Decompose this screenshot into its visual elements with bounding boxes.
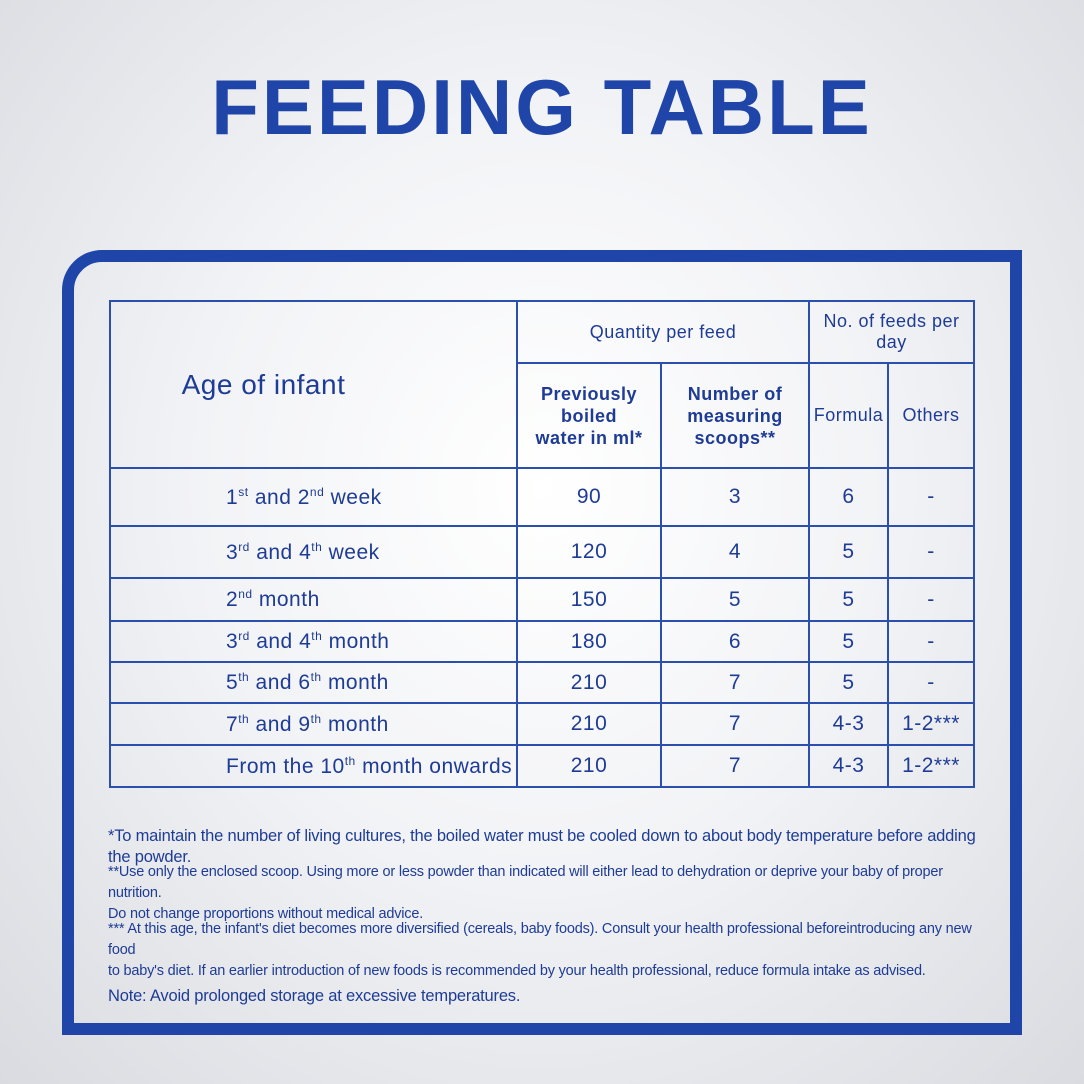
age-text: rd [238, 629, 250, 643]
note-line: *** At this age, the infant's diet becom… [108, 921, 972, 958]
scoops-cell: 7 [660, 702, 810, 746]
header-line: Number of [687, 383, 783, 404]
age-text: th [238, 670, 250, 684]
age-text: 7 [226, 712, 239, 736]
scoops-cell: 6 [660, 620, 810, 663]
age-text: nd [309, 484, 325, 499]
header-quantity: Quantity per feed [516, 300, 810, 364]
age-text: nd [238, 587, 253, 601]
age-text: 1 [226, 485, 239, 509]
water-cell: 210 [516, 702, 662, 746]
others-cell: 1-2*** [886, 744, 976, 788]
formula-cell: 5 [808, 577, 889, 622]
age-text: and 9 [249, 712, 311, 736]
header-line: Previously boiled [540, 383, 638, 426]
age-text: st [238, 484, 249, 499]
age-text: th [311, 539, 323, 554]
water-cell: 150 [516, 577, 662, 622]
header-line: water in ml* [535, 427, 643, 448]
header-scoops: Number of measuring scoops** [660, 362, 810, 469]
age-text: and 6 [249, 671, 311, 694]
water-cell: 90 [516, 467, 662, 527]
table-row: 2nd month 150 5 5- [109, 577, 976, 622]
others-cell: - [886, 525, 976, 579]
feeding-table: Age of infant Quantity per feed No. of f… [109, 300, 976, 788]
frame [62, 250, 1022, 1035]
age-cell: 5th and 6th month [109, 661, 518, 704]
others-cell: - [886, 661, 976, 704]
age-text: From the 10 [226, 754, 345, 778]
formula-cell: 5 [808, 620, 889, 663]
water-cell: 120 [516, 525, 662, 579]
note: **Use only the enclosed scoop. Using mor… [108, 862, 988, 925]
age-text: th [344, 753, 356, 768]
scoops-cell: 7 [660, 661, 810, 704]
age-text: month [321, 712, 389, 736]
age-cell: 2nd month [109, 577, 518, 622]
header-feeds: No. of feeds per day [807, 300, 976, 364]
water-cell: 210 [516, 744, 662, 788]
age-text: th [310, 711, 322, 726]
table-row: 7th and 9th month 210 7 4-3 1-2*** [109, 702, 976, 746]
age-text: 5 [226, 671, 239, 694]
table-row: 3rd and 4th month 180 6 5- [109, 620, 976, 663]
water-cell: 180 [516, 620, 662, 663]
formula-cell: 6 [808, 467, 889, 527]
age-text: month [252, 588, 320, 611]
table-row: From the 10th month onwards 210 7 4-3 1-2*** [109, 744, 976, 788]
age-cell: 3rd and 4th month [109, 620, 518, 663]
others-cell: - [886, 620, 976, 663]
note-line: to baby's diet. If an earlier introducti… [108, 963, 926, 979]
table-row: 5th and 6th month 210 7 5- [109, 661, 976, 704]
formula-cell: 5 [808, 525, 889, 579]
age-text: th [310, 670, 322, 684]
scoops-cell: 5 [660, 577, 810, 622]
title: FEEDING TABLE [211, 63, 873, 151]
age-text: month [322, 630, 390, 653]
scoops-cell: 7 [660, 744, 810, 788]
header-water: Previously boiled water in ml* [516, 362, 662, 469]
header-formula: Formula [808, 362, 889, 469]
others-cell: - [886, 467, 976, 527]
others-cell: 1-2*** [886, 702, 976, 746]
age-text: and 2 [248, 485, 310, 509]
formula-cell: 4-3 [808, 702, 889, 746]
age-text: th [311, 629, 323, 643]
note: Note: Avoid prolonged storage at excessi… [108, 986, 988, 1007]
age-cell: 7th and 9th month [109, 702, 518, 746]
age-cell: 1st and 2nd week [109, 467, 518, 527]
formula-cell: 4-3 [808, 744, 889, 788]
age-text: 3 [226, 630, 239, 653]
header-others: Others [886, 362, 976, 469]
age-text: week [322, 540, 380, 564]
note-line: Do not change proportions without medica… [108, 906, 424, 922]
age-cell: From the 10th month onwards [109, 744, 518, 788]
scoops-cell: 3 [660, 467, 810, 527]
header-age: Age of infant [109, 300, 518, 469]
age-text: 3 [226, 540, 239, 564]
age-text: week [324, 485, 382, 509]
note: *** At this age, the infant's diet becom… [108, 919, 988, 982]
age-cell: 3rd and 4th week [109, 525, 518, 579]
age-text: month [321, 671, 389, 694]
others-cell: - [886, 577, 976, 622]
age-text: 2 [226, 588, 239, 611]
age-text: and 4 [249, 540, 312, 564]
age-text: month onwards [355, 754, 513, 778]
water-cell: 210 [516, 661, 662, 704]
age-text: rd [238, 539, 250, 554]
note-line: *To maintain the number of living cultur… [108, 827, 976, 866]
age-text: and 4 [249, 630, 312, 653]
note: *To maintain the number of living cultur… [108, 826, 988, 868]
table-row: 1st and 2nd week 90 3 6- [109, 467, 976, 527]
scoops-cell: 4 [660, 525, 810, 579]
note-line: Note: Avoid prolonged storage at excessi… [108, 987, 521, 1005]
formula-cell: 5 [808, 661, 889, 704]
note-line: **Use only the enclosed scoop. Using mor… [108, 864, 943, 901]
header-line: measuring scoops** [687, 405, 783, 448]
age-text: th [238, 711, 250, 726]
table-row: 3rd and 4th week 120 4 5- [109, 525, 976, 579]
